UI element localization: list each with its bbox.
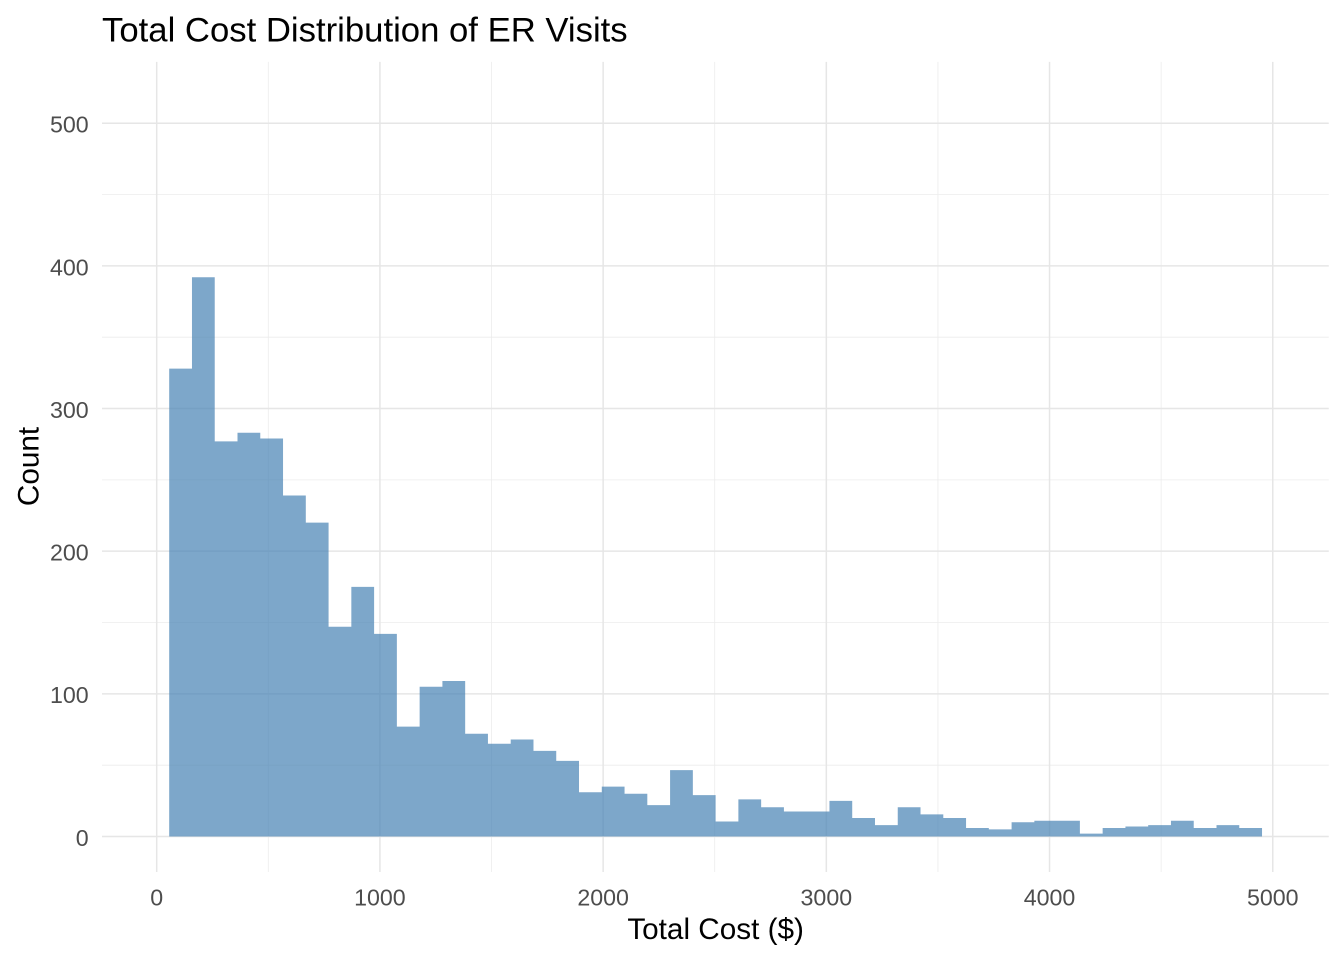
svg-text:0: 0 xyxy=(76,825,89,851)
svg-text:5000: 5000 xyxy=(1247,885,1299,911)
svg-text:300: 300 xyxy=(50,397,89,423)
svg-text:Total Cost ($): Total Cost ($) xyxy=(627,913,804,946)
svg-text:200: 200 xyxy=(50,540,89,566)
svg-text:1000: 1000 xyxy=(354,885,406,911)
svg-text:Count: Count xyxy=(12,426,45,506)
svg-text:2000: 2000 xyxy=(577,885,629,911)
svg-text:100: 100 xyxy=(50,682,89,708)
svg-text:Total Cost Distribution of ER: Total Cost Distribution of ER Visits xyxy=(102,12,628,50)
svg-text:500: 500 xyxy=(50,112,89,138)
svg-text:3000: 3000 xyxy=(801,885,853,911)
svg-text:4000: 4000 xyxy=(1024,885,1076,911)
svg-text:0: 0 xyxy=(150,885,163,911)
svg-text:400: 400 xyxy=(50,254,89,280)
